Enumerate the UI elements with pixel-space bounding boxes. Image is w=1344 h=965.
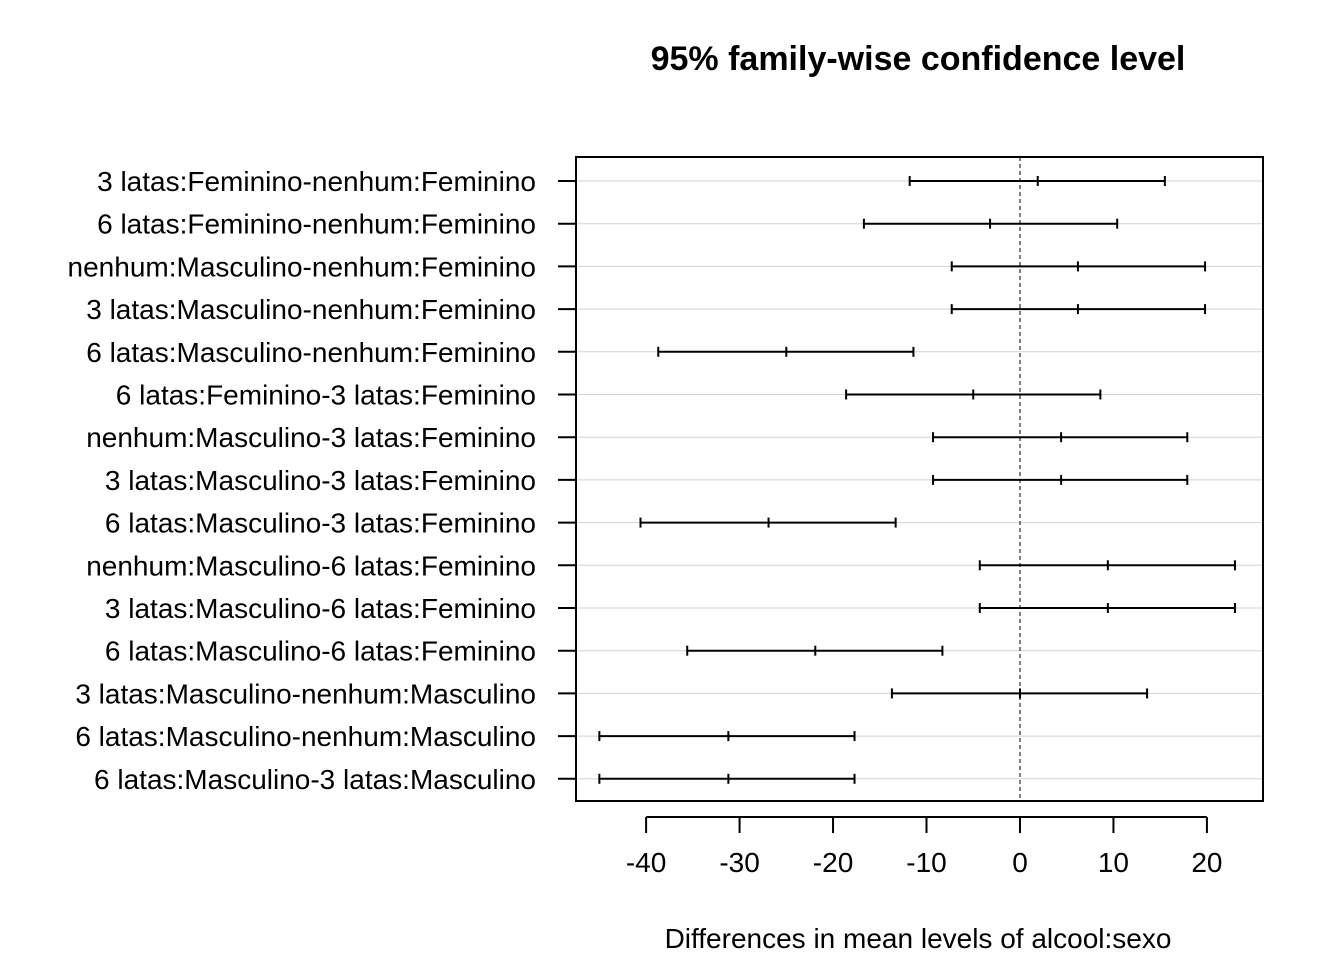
confidence-interval (950, 261, 1207, 272)
confidence-interval (845, 389, 1102, 400)
category-label: 6 latas:Feminino-nenhum:Feminino (97, 209, 536, 240)
confidence-interval (908, 176, 1166, 186)
x-tick-label: -20 (813, 847, 853, 878)
category-label: 3 latas:Masculino-nenhum:Feminino (86, 294, 536, 325)
category-label: nenhum:Masculino-6 latas:Feminino (86, 550, 536, 581)
plot-frame (575, 156, 1264, 802)
category-label: nenhum:Masculino-nenhum:Feminino (68, 251, 536, 282)
confidence-interval (598, 731, 856, 742)
y-axis: 3 latas:Feminino-nenhum:Feminino 6 latas:… (68, 166, 576, 795)
confidence-interval (950, 304, 1207, 315)
category-label: 6 latas:Masculino-nenhum:Feminino (86, 337, 536, 368)
x-tick-label: 0 (1012, 847, 1028, 878)
x-tick-label: -10 (906, 847, 946, 878)
confidence-interval (932, 432, 1189, 443)
category-label: 6 latas:Masculino-3 latas:Feminino (105, 508, 536, 539)
x-tick-label: 20 (1191, 847, 1222, 878)
category-label: 3 latas:Masculino-6 latas:Feminino (105, 593, 536, 624)
interval-layer (598, 176, 1236, 784)
confidence-interval (932, 474, 1189, 485)
category-label: nenhum:Masculino-3 latas:Feminino (86, 422, 536, 453)
confidence-interval (890, 688, 1149, 699)
x-tick-label: -30 (719, 847, 759, 878)
confidence-interval (686, 645, 944, 656)
category-label: 6 latas:Masculino-nenhum:Masculino (75, 721, 536, 752)
confidence-interval (657, 346, 915, 357)
x-tick-label: -40 (626, 847, 666, 878)
category-label: 3 latas:Masculino-3 latas:Feminino (105, 465, 536, 496)
confidence-interval (978, 603, 1236, 613)
confidence-interval (639, 517, 897, 528)
confidence-interval (978, 560, 1236, 571)
x-tick-label: 10 (1098, 847, 1129, 878)
confidence-interval (862, 218, 1119, 229)
category-label: 6 latas:Feminino-3 latas:Feminino (116, 380, 536, 411)
category-label: 3 latas:Masculino-nenhum:Masculino (75, 678, 536, 709)
x-axis: -40 -30 -20 -10 0 10 20 (626, 816, 1222, 878)
confidence-interval (598, 773, 856, 784)
chart-title: 95% family-wise confidence level (651, 40, 1186, 78)
category-label: 6 latas:Masculino-6 latas:Feminino (105, 636, 536, 667)
x-axis-label: Differences in mean levels of alcool:sex… (665, 923, 1172, 954)
category-label: 3 latas:Feminino-nenhum:Feminino (97, 166, 536, 197)
category-label: 6 latas:Masculino-3 latas:Masculino (94, 764, 536, 795)
